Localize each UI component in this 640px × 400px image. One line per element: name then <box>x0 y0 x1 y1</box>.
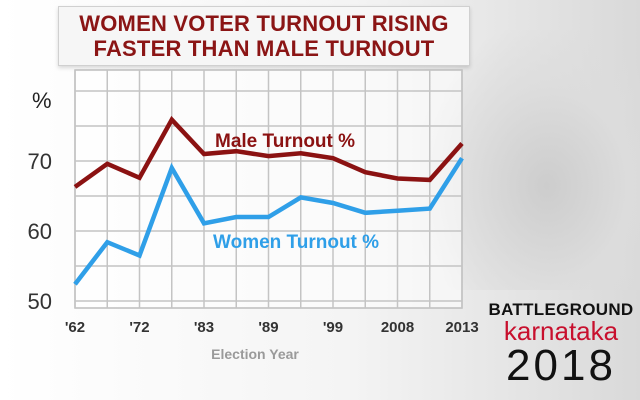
y-tick-label: 50 <box>28 289 52 314</box>
x-tick-label: 2008 <box>381 319 414 336</box>
x-tick-label: '83 <box>194 319 214 336</box>
tick-labels: '62 '72 '83 '89 '99 2008 2013 50 60 70 <box>28 149 479 336</box>
title-line-2: FASTER THAN MALE TURNOUT <box>93 36 435 61</box>
title-line-1: WOMEN VOTER TURNOUT RISING <box>79 11 449 36</box>
male-series-label: Male Turnout % <box>215 131 355 152</box>
x-tick-label: '72 <box>129 319 149 336</box>
brand-year: 2018 <box>506 341 616 390</box>
y-axis-label: % <box>32 88 52 113</box>
x-tick-label: '62 <box>65 319 85 336</box>
y-tick-label: 70 <box>28 149 52 174</box>
brand-logo: BATTLEGROUND karnataka 2018 <box>482 300 640 400</box>
x-tick-label: 2013 <box>445 319 478 336</box>
series-lines <box>73 115 464 286</box>
y-tick-label: 60 <box>28 219 52 244</box>
chart-title: WOMEN VOTER TURNOUT RISING FASTER THAN M… <box>58 6 470 66</box>
x-axis-label: Election Year <box>211 346 299 362</box>
x-tick-label: '89 <box>258 319 278 336</box>
women-series-label: Women Turnout % <box>213 232 379 253</box>
grid <box>74 69 463 309</box>
x-tick-label: '99 <box>323 319 343 336</box>
brand-battleground: BATTLEGROUND <box>488 300 634 319</box>
brand-karnataka: karnataka <box>503 316 619 346</box>
